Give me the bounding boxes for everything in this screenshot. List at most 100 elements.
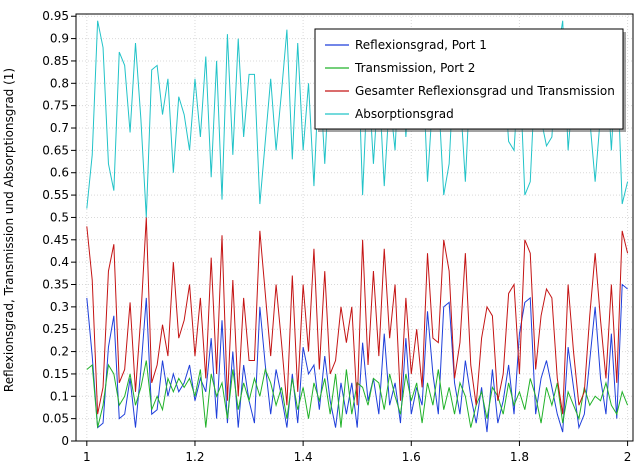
data-point — [243, 136, 245, 138]
series-line — [86, 217, 629, 415]
data-point — [140, 387, 142, 389]
data-point — [529, 378, 531, 380]
data-point — [400, 413, 402, 415]
data-point — [394, 382, 396, 384]
data-point — [205, 378, 207, 380]
data-point — [540, 315, 542, 317]
data-point — [551, 297, 553, 299]
data-point — [178, 337, 180, 339]
data-point — [216, 373, 218, 375]
data-point — [567, 150, 569, 152]
data-point — [335, 360, 337, 362]
data-point — [324, 378, 326, 380]
data-point — [427, 311, 429, 313]
data-point — [313, 248, 315, 250]
data-point — [270, 413, 272, 415]
data-point — [227, 418, 229, 420]
data-point — [519, 333, 521, 335]
data-point — [356, 404, 358, 406]
data-point — [178, 96, 180, 98]
data-point — [589, 404, 591, 406]
data-point — [611, 150, 613, 152]
data-point — [475, 422, 477, 424]
data-point — [600, 400, 602, 402]
data-point — [319, 369, 321, 371]
data-point — [351, 382, 353, 384]
data-point — [427, 252, 429, 254]
data-point — [605, 382, 607, 384]
data-point — [383, 185, 385, 187]
data-point — [438, 413, 440, 415]
data-point — [140, 315, 142, 317]
data-point — [227, 400, 229, 402]
data-point — [281, 342, 283, 344]
data-point — [302, 387, 304, 389]
data-point — [151, 409, 153, 411]
data-point — [156, 65, 158, 67]
data-point — [508, 293, 510, 295]
data-point — [189, 364, 191, 366]
data-point — [497, 422, 499, 424]
data-point — [508, 382, 510, 384]
data-point — [578, 427, 580, 429]
data-point — [232, 279, 234, 281]
data-point — [562, 431, 564, 433]
data-point — [346, 342, 348, 344]
data-point — [227, 33, 229, 35]
data-point — [302, 284, 304, 286]
data-point — [405, 297, 407, 299]
data-point — [86, 208, 88, 210]
data-point — [421, 422, 423, 424]
data-point — [502, 400, 504, 402]
data-point — [621, 230, 623, 232]
data-point — [162, 409, 164, 411]
data-point — [627, 288, 629, 290]
plot-frame — [75, 13, 634, 442]
data-point — [281, 395, 283, 397]
data-point — [108, 364, 110, 366]
data-point — [259, 230, 261, 232]
data-point — [189, 150, 191, 152]
data-point — [329, 413, 331, 415]
data-point — [205, 391, 207, 393]
y-tick-label: 0 — [61, 434, 69, 448]
data-point — [562, 20, 564, 22]
data-point — [275, 150, 277, 152]
data-point — [405, 136, 407, 138]
data-point — [470, 364, 472, 366]
data-point — [91, 279, 93, 281]
data-point — [459, 342, 461, 344]
data-point — [194, 400, 196, 402]
data-point — [508, 141, 510, 143]
data-point — [275, 284, 277, 286]
data-point — [421, 387, 423, 389]
data-point — [118, 382, 120, 384]
data-point — [513, 284, 515, 286]
data-point — [297, 42, 299, 44]
data-point — [432, 373, 434, 375]
data-point — [237, 427, 239, 429]
data-point — [389, 337, 391, 339]
data-point — [394, 395, 396, 397]
data-point — [616, 413, 618, 415]
data-point — [340, 427, 342, 429]
data-point — [194, 395, 196, 397]
data-point — [535, 369, 537, 371]
data-point — [297, 391, 299, 393]
data-point — [210, 337, 212, 339]
y-tick-label: 0.55 — [42, 188, 69, 202]
data-point — [91, 154, 93, 156]
data-point — [432, 404, 434, 406]
data-point — [102, 387, 104, 389]
data-point — [556, 413, 558, 415]
y-tick-label: 0.5 — [50, 210, 69, 224]
data-point — [221, 319, 223, 321]
data-point — [486, 418, 488, 420]
data-point — [102, 422, 104, 424]
y-tick-label: 0.9 — [50, 32, 69, 46]
data-point — [313, 364, 315, 366]
data-point — [86, 369, 88, 371]
data-point — [627, 181, 629, 183]
data-point — [194, 355, 196, 357]
data-point — [270, 382, 272, 384]
